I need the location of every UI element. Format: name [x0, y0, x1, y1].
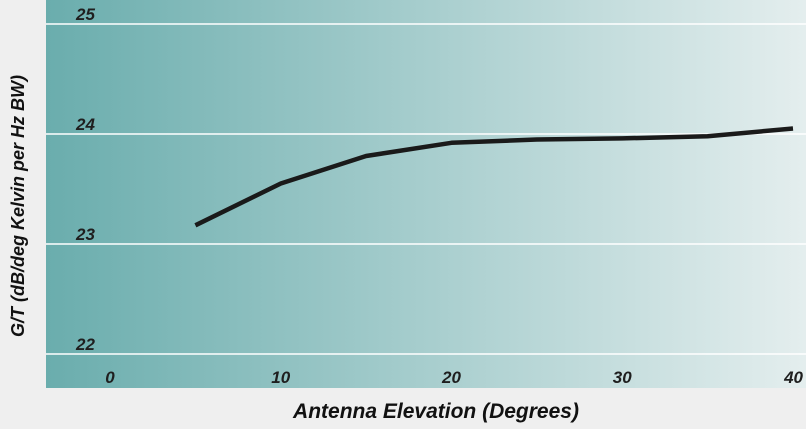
y-tick-label-23: 23: [75, 225, 95, 244]
plot-area-background: [46, 0, 806, 388]
y-axis-title: G/T (dB/deg Kelvin per Hz BW): [8, 75, 28, 337]
x-axis-title: Antenna Elevation (Degrees): [292, 400, 579, 423]
series-line-0: [194, 126, 794, 228]
x-axis-tick-labels: 0 10 20 30 40: [105, 368, 803, 387]
y-tick-label-22: 22: [75, 335, 95, 354]
series-lines: [194, 126, 794, 228]
gridlines: [46, 23, 806, 355]
y-axis-tick-labels: 22 23 24 25: [75, 5, 95, 354]
y-tick-label-25: 25: [75, 5, 95, 24]
x-tick-label-30: 30: [613, 368, 632, 387]
x-tick-label-40: 40: [783, 368, 803, 387]
x-tick-label-0: 0: [105, 368, 115, 387]
y-tick-label-24: 24: [75, 115, 95, 134]
x-tick-label-20: 20: [441, 368, 461, 387]
x-tick-label-10: 10: [271, 368, 290, 387]
